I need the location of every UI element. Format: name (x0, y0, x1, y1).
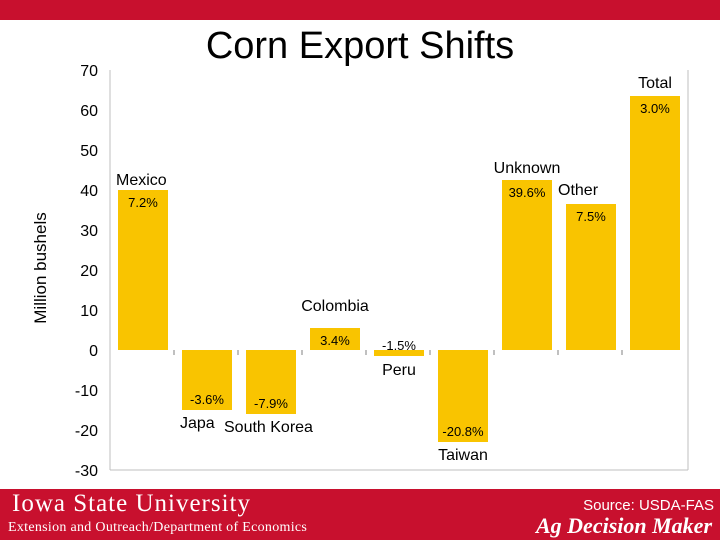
bar-percent-label: 3.4% (320, 333, 350, 348)
top-banner (0, 0, 720, 20)
bar (630, 96, 680, 350)
y-tick-label: -30 (75, 463, 98, 480)
y-tick-label: -20 (75, 423, 98, 440)
category-label: Mexico (116, 172, 167, 189)
footer-banner (0, 489, 720, 540)
bar (374, 350, 424, 356)
bar-chart: 70 60 50 40 30 20 10 0 -10 -20 -30 Million bushels 7… (31, 63, 689, 480)
university-logo-text: Iowa State University (12, 490, 252, 517)
y-tick-label: 0 (89, 343, 98, 360)
bar-percent-label: 3.0% (640, 101, 670, 116)
bar (566, 204, 616, 350)
y-tick-label: 50 (80, 143, 98, 160)
category-label: Colombia (301, 298, 369, 315)
y-tick-label: 10 (80, 303, 98, 320)
bar-percent-label: -20.8% (442, 424, 484, 439)
bar (182, 350, 232, 410)
y-tick-label: -10 (75, 383, 98, 400)
bar-percent-label: 7.2% (128, 195, 158, 210)
bar (310, 328, 360, 350)
bar-percent-label: -1.5% (382, 338, 416, 353)
category-label: Japa (180, 415, 215, 432)
category-label: South Korea (224, 419, 313, 436)
bar (246, 350, 296, 414)
y-tick-label: 30 (80, 223, 98, 240)
source-text: Source: USDA-FAS (583, 497, 714, 514)
y-tick-label: 60 (80, 103, 98, 120)
category-label: Taiwan (438, 447, 488, 464)
bar-percent-label: -3.6% (190, 392, 224, 407)
category-label: Peru (382, 362, 416, 379)
bar-percent-label: 7.5% (576, 209, 606, 224)
y-tick-label: 70 (80, 63, 98, 80)
bar (438, 350, 488, 442)
bar-percent-label: -7.9% (254, 396, 288, 411)
category-label: Unknown (494, 160, 561, 177)
y-tick-label: 20 (80, 263, 98, 280)
department-text: Extension and Outreach/Department of Eco… (8, 520, 308, 535)
slide-title: Corn Export Shifts (205, 25, 515, 67)
bar-percent-label: 39.6% (509, 185, 546, 200)
bar (118, 190, 168, 350)
y-axis-label: Million bushels (31, 212, 50, 324)
category-label: Total (638, 75, 672, 92)
category-label: Other (558, 182, 599, 199)
y-tick-label: 40 (80, 183, 98, 200)
bar (502, 180, 552, 350)
brand-logo-text: Ag Decision Maker (536, 513, 712, 538)
